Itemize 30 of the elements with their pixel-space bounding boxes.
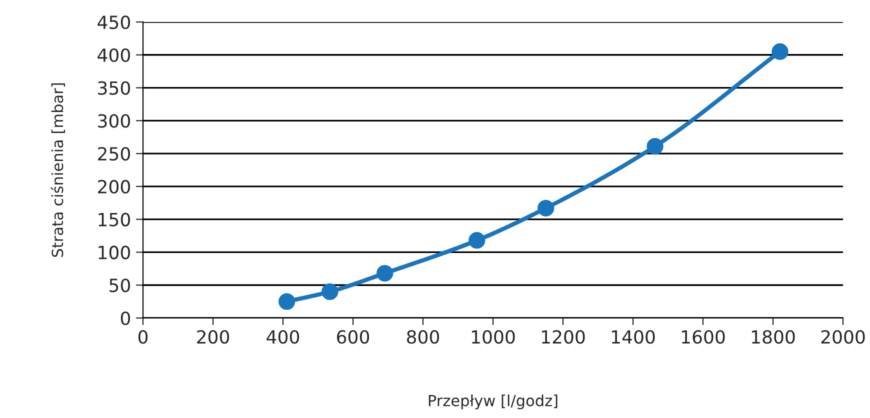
point	[772, 43, 788, 60]
y-tick-label: 300	[98, 114, 130, 128]
x-tick-label: 1400	[612, 330, 655, 344]
y-tick-label: 400	[98, 48, 130, 62]
y-tick-label: 350	[98, 81, 130, 95]
y-tick-label: 0	[120, 311, 130, 326]
x-tick-label: 1600	[682, 330, 725, 344]
point	[538, 200, 554, 216]
x-tick-label: 200	[197, 330, 230, 344]
y-tick-label: 450	[98, 15, 130, 30]
point	[646, 138, 664, 155]
x-tick-label: 1200	[542, 330, 585, 344]
x-tick-label: 2000	[821, 330, 865, 344]
point	[376, 264, 394, 282]
x-tick-label: 800	[406, 330, 440, 344]
point	[322, 283, 338, 300]
x-tick-label: 1800	[752, 330, 795, 344]
x-tick-label: 1000	[472, 330, 515, 344]
y-tick-label: 50	[110, 278, 130, 292]
point	[278, 293, 296, 310]
x-tick-label: 0	[138, 330, 148, 344]
y-tick-label: 100	[98, 246, 130, 260]
y-tick-label: 250	[98, 147, 130, 161]
y-axis-title: Strata ciśnienia [mbar]	[50, 83, 66, 257]
x-tick-label: 600	[337, 330, 370, 344]
x-tick-label: 400	[266, 330, 300, 344]
y-tick-label: 150	[98, 212, 130, 226]
x-axis-title: Przepływ [l/godz]	[428, 394, 558, 410]
point	[468, 232, 486, 249]
y-tick-label: 200	[98, 180, 130, 194]
